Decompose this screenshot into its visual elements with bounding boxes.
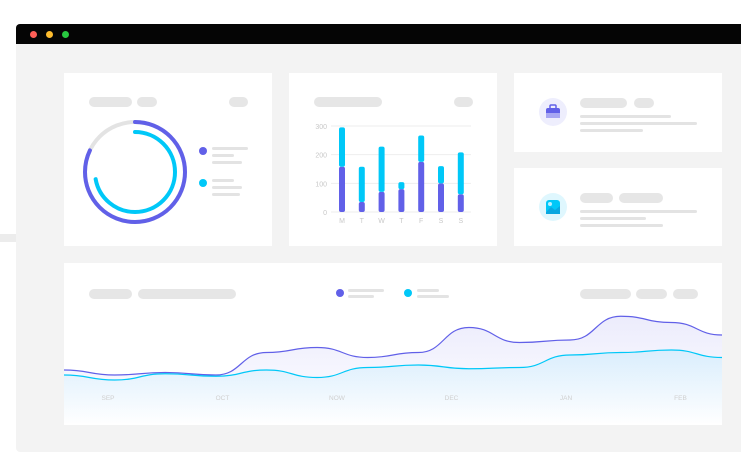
x-tick-label: M — [339, 218, 345, 225]
legend-dot-purple — [336, 289, 344, 297]
placeholder-tag — [634, 98, 654, 108]
bar-segment — [339, 166, 345, 212]
series-line — [64, 315, 722, 376]
bar-segment — [339, 127, 345, 167]
y-tick-label: 200 — [315, 153, 327, 160]
x-tick-label: F — [419, 218, 423, 225]
legend-line — [212, 147, 248, 150]
legend-line — [212, 193, 240, 196]
bar-segment — [398, 182, 405, 190]
x-tick-label: OCT — [216, 395, 230, 402]
stat-card — [514, 168, 722, 246]
x-tick-label: DEC — [445, 395, 459, 402]
bar-segment — [457, 194, 464, 212]
donut-card — [64, 73, 272, 246]
area-chart: SEP OCT NOW DEC JAN FEB — [64, 315, 722, 425]
minimize-button[interactable] — [46, 31, 53, 38]
placeholder-menu[interactable] — [454, 97, 473, 107]
donut-arc-purple — [83, 120, 187, 224]
bar-segment — [418, 135, 425, 162]
bar-segment — [378, 191, 385, 212]
y-tick-label: 100 — [315, 181, 327, 188]
placeholder-title — [580, 193, 613, 203]
placeholder-line — [580, 210, 697, 213]
legend — [336, 289, 449, 298]
bar-segment — [358, 201, 365, 212]
placeholder-line — [580, 217, 646, 220]
y-tick-label: 0 — [323, 210, 327, 217]
legend-dot-purple — [199, 147, 207, 155]
donut-chart — [83, 120, 207, 224]
x-tick-label: S — [458, 218, 463, 225]
bar-segment — [358, 166, 365, 202]
x-tick-label: JAN — [560, 395, 573, 402]
close-button[interactable] — [30, 31, 37, 38]
legend-line — [212, 154, 234, 157]
area-fill — [64, 350, 722, 425]
filter-button[interactable] — [673, 289, 698, 299]
placeholder-title — [89, 289, 132, 299]
series-line — [64, 349, 722, 381]
title-bar — [16, 24, 741, 44]
placeholder-line — [580, 224, 663, 227]
trend-card: SEP OCT NOW DEC JAN FEB — [64, 263, 722, 425]
placeholder-tag — [137, 97, 157, 107]
placeholder-title — [314, 97, 382, 107]
placeholder-menu[interactable] — [229, 97, 248, 107]
bar-card: 0 100 200 300 M T W T F S S — [289, 73, 497, 246]
placeholder-title — [580, 98, 627, 108]
bar-segment — [457, 152, 464, 195]
maximize-button[interactable] — [62, 31, 69, 38]
app-window: 0 100 200 300 M T W T F S S — [16, 24, 741, 452]
x-tick-label: S — [439, 218, 444, 225]
x-tick-label: SEP — [101, 395, 114, 402]
legend-dot-cyan — [199, 179, 207, 187]
x-tick-label: T — [360, 218, 365, 225]
x-tick-label: NOW — [329, 395, 346, 402]
stat-card — [514, 73, 722, 152]
bar-chart: 0 100 200 300 M T W T F S S — [315, 124, 471, 225]
background-strip — [0, 234, 16, 242]
briefcase-icon — [539, 98, 567, 126]
legend-line — [212, 161, 242, 164]
placeholder-subtitle — [138, 289, 236, 299]
legend-dot-cyan — [404, 289, 412, 297]
x-tick-label: W — [378, 218, 385, 225]
legend-line — [212, 186, 242, 189]
placeholder-title — [89, 97, 132, 107]
placeholder-line — [580, 129, 643, 132]
bar-segment — [438, 183, 444, 212]
bar-segment — [398, 189, 405, 212]
bar-segment — [418, 161, 425, 212]
donut-arc-cyan — [93, 130, 177, 214]
image-icon — [539, 193, 567, 221]
placeholder-tag — [619, 193, 663, 203]
placeholder-line — [580, 122, 697, 125]
legend-line — [212, 179, 234, 182]
filter-button[interactable] — [580, 289, 631, 299]
x-tick-label: T — [399, 218, 404, 225]
y-tick-label: 300 — [315, 124, 327, 131]
x-tick-label: FEB — [674, 395, 687, 402]
filter-button[interactable] — [636, 289, 667, 299]
bar-segment — [378, 146, 385, 192]
bar-segment — [438, 166, 444, 184]
placeholder-line — [580, 115, 671, 118]
